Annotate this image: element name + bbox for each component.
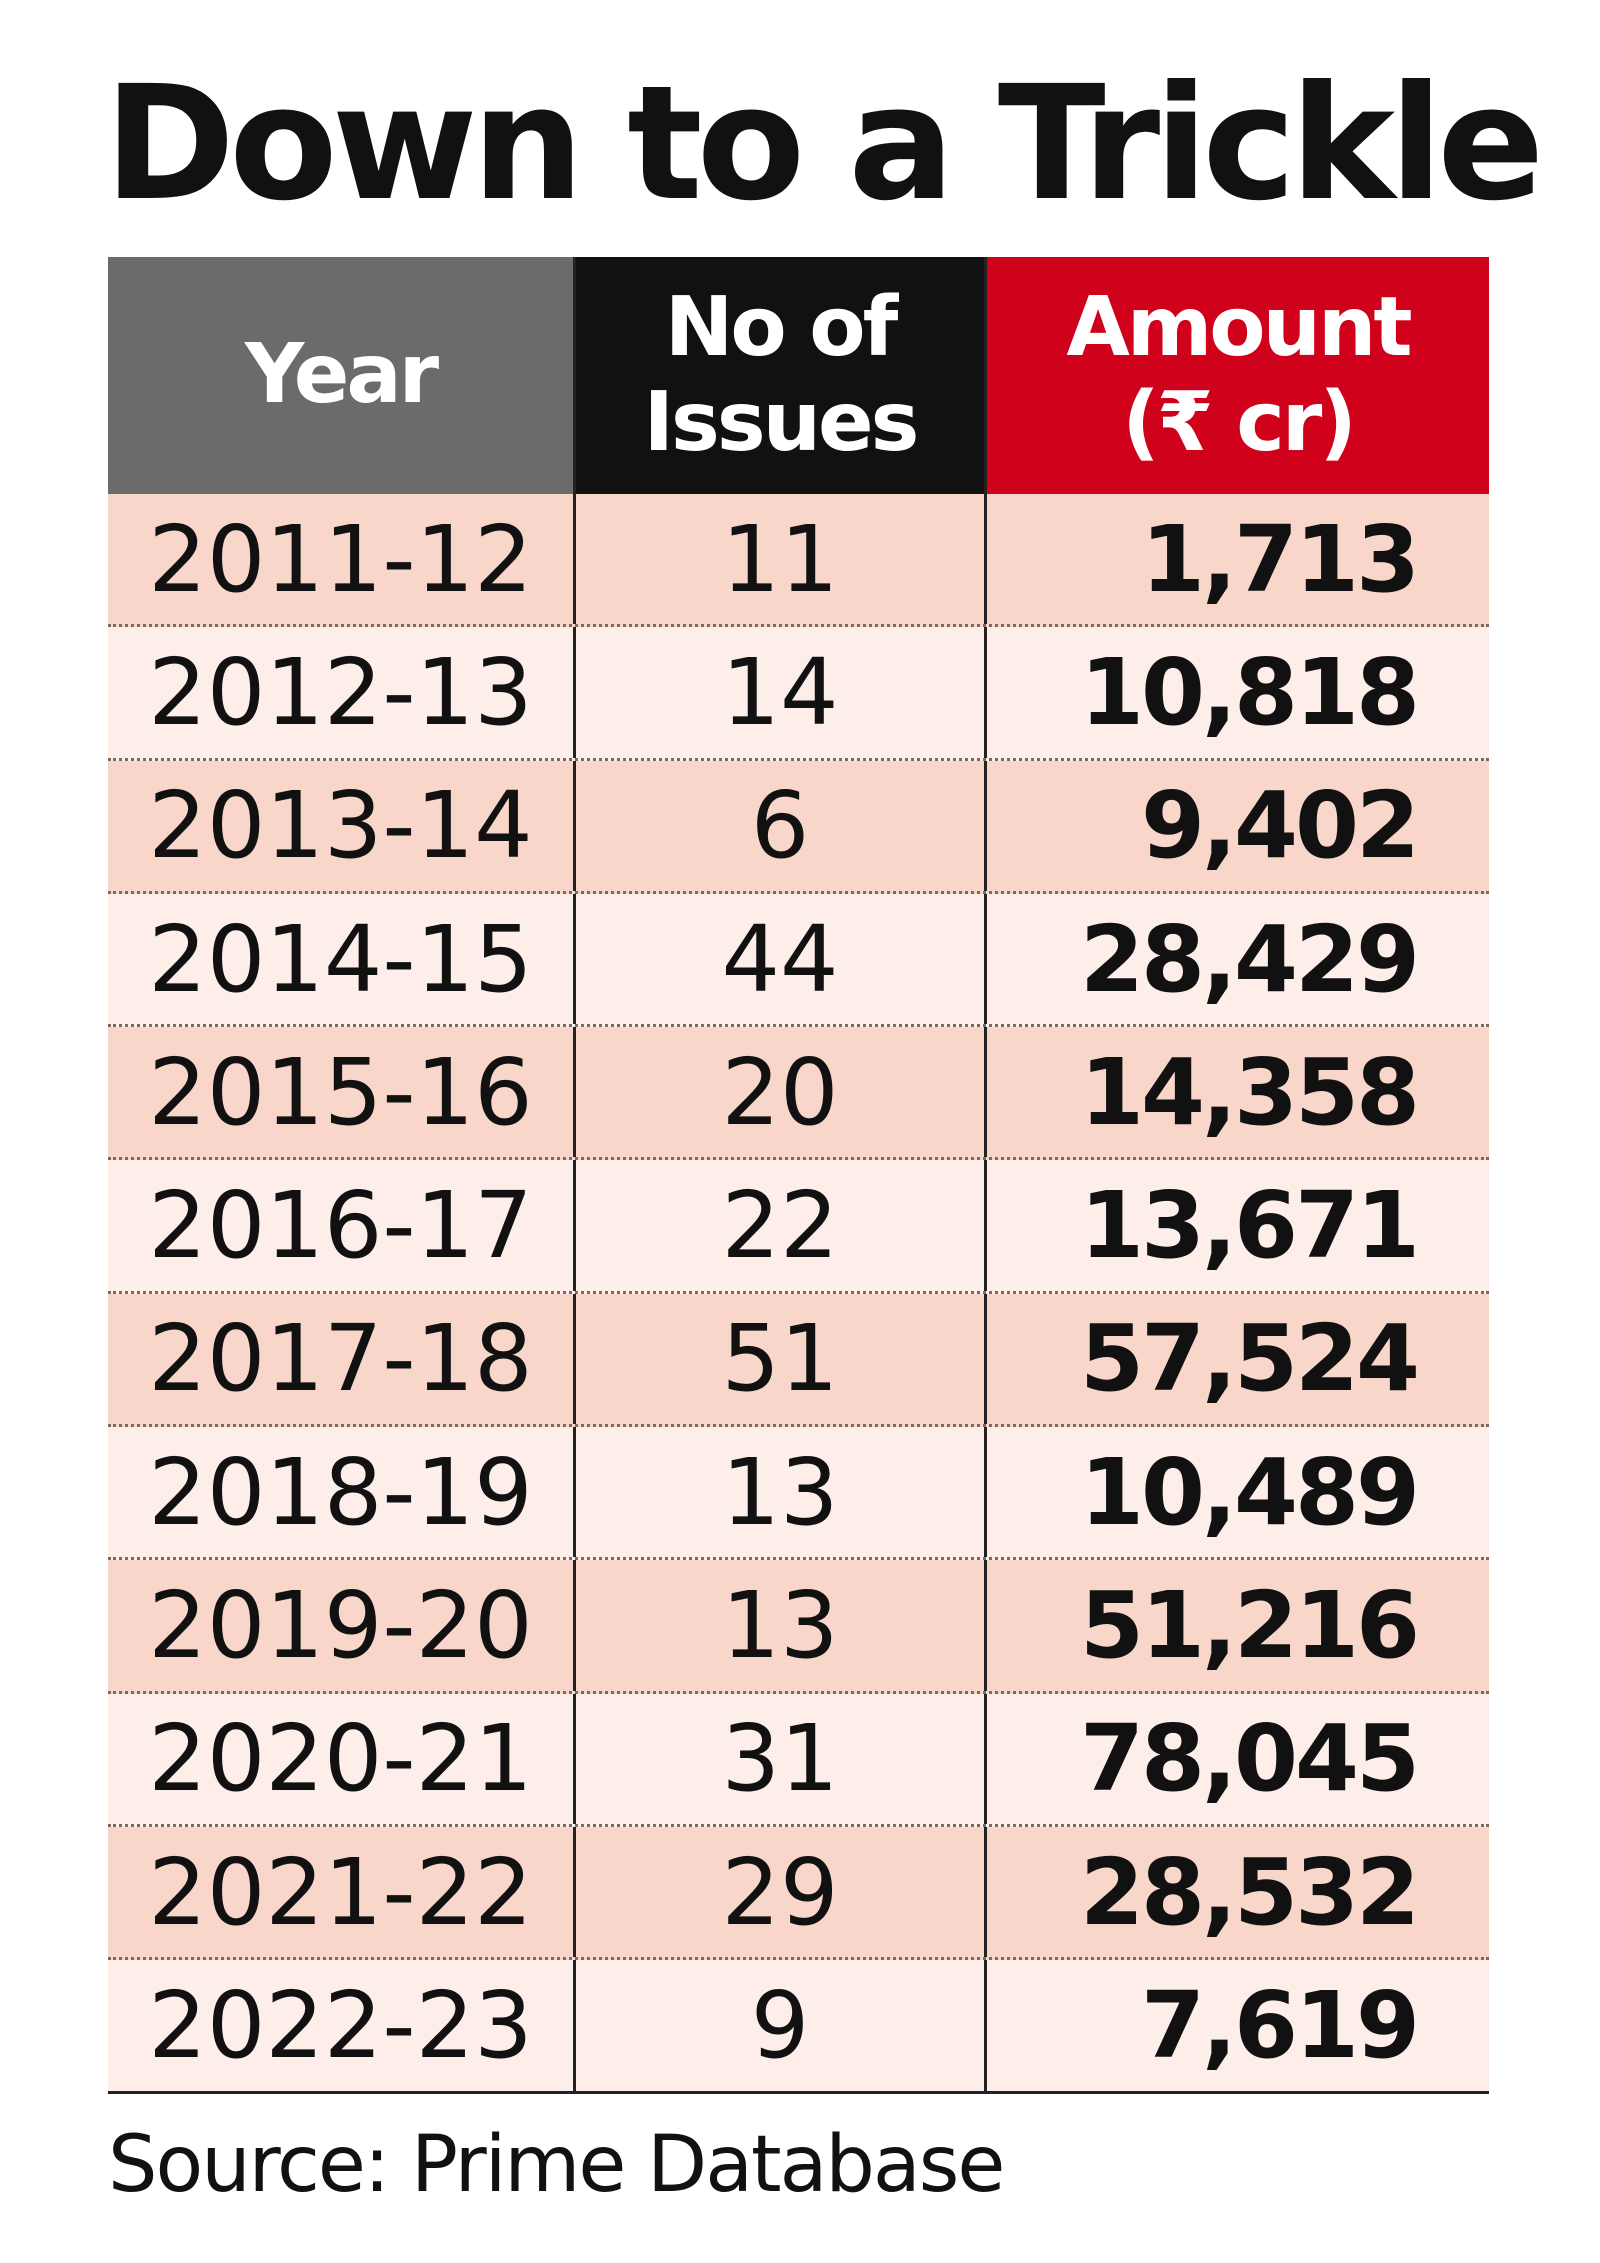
year-cell: 2011-12 [108, 494, 576, 625]
amount-cell: 7,619 [1140, 1971, 1420, 2079]
table-row: 2015-16 20 14,358 [108, 1027, 1489, 1161]
amount-cell: 28,532 [1079, 1838, 1420, 1946]
year-cell: 2018-19 [108, 1427, 576, 1558]
issues-cell: 13 [576, 1560, 987, 1691]
year-cell: 2020-21 [108, 1693, 576, 1824]
table: Year No of Issues Amount (₹ cr) 2011-12 1… [108, 257, 1489, 2094]
table-row: 2022-23 9 7,619 [108, 1960, 1489, 2094]
amount-cell: 28,429 [1079, 905, 1420, 1013]
year-cell: 2022-23 [108, 1960, 576, 2091]
title: Down to a Trickle [104, 52, 1544, 236]
year-cell: 2015-16 [108, 1027, 576, 1158]
column-header: No of Issues [576, 257, 987, 494]
table-row: 2011-12 11 1,713 [108, 494, 1489, 628]
issues-cell: 29 [576, 1826, 987, 1958]
issues-cell: 31 [576, 1693, 987, 1824]
column-header: Amount (₹ cr) [987, 257, 1489, 494]
table-row: 2019-20 13 51,216 [108, 1560, 1489, 1694]
amount-cell: 57,524 [1079, 1305, 1420, 1413]
table-row: 2016-17 22 13,671 [108, 1160, 1489, 1294]
year-cell: 2013-14 [108, 760, 576, 891]
issues-cell: 9 [576, 1960, 987, 2091]
year-cell: 2021-22 [108, 1826, 576, 1958]
table-row: 2014-15 44 28,429 [108, 893, 1489, 1028]
issues-cell: 20 [576, 1027, 987, 1158]
year-cell: 2019-20 [108, 1560, 576, 1691]
issues-cell: 11 [576, 494, 987, 625]
issues-cell: 51 [576, 1293, 987, 1425]
table-row: 2012-13 14 10,818 [108, 627, 1489, 761]
table-row: 2021-22 29 28,532 [108, 1826, 1489, 1961]
amount-cell: 13,671 [1079, 1172, 1420, 1280]
amount-cell: 9,402 [1140, 772, 1420, 880]
issues-cell: 6 [576, 760, 987, 891]
table-body: 2011-12 11 1,713 2012-13 14 10,818 2013-14 6 9,4… [108, 494, 1489, 2094]
table-row: 2013-14 6 9,402 [108, 760, 1489, 894]
header-row: Year No of Issues Amount (₹ cr) [108, 257, 1489, 494]
issues-cell: 44 [576, 893, 987, 1025]
amount-cell: 1,713 [1140, 505, 1420, 613]
issues-cell: 13 [576, 1427, 987, 1558]
amount-cell: 51,216 [1079, 1572, 1420, 1680]
year-cell: 2014-15 [108, 893, 576, 1025]
year-cell: 2016-17 [108, 1160, 576, 1291]
table-row: 2020-21 31 78,045 [108, 1693, 1489, 1827]
table-row: 2018-19 13 10,489 [108, 1427, 1489, 1561]
column-header: Year [108, 257, 576, 494]
year-cell: 2017-18 [108, 1293, 576, 1425]
source: Source: Prime Database [108, 2120, 1005, 2210]
table-row: 2017-18 51 57,524 [108, 1293, 1489, 1428]
issues-cell: 22 [576, 1160, 987, 1291]
amount-cell: 10,818 [1079, 638, 1420, 746]
issues-cell: 14 [576, 627, 987, 758]
amount-cell: 14,358 [1079, 1038, 1420, 1146]
amount-cell: 10,489 [1079, 1438, 1420, 1546]
year-cell: 2012-13 [108, 627, 576, 758]
amount-cell: 78,045 [1079, 1705, 1420, 1813]
